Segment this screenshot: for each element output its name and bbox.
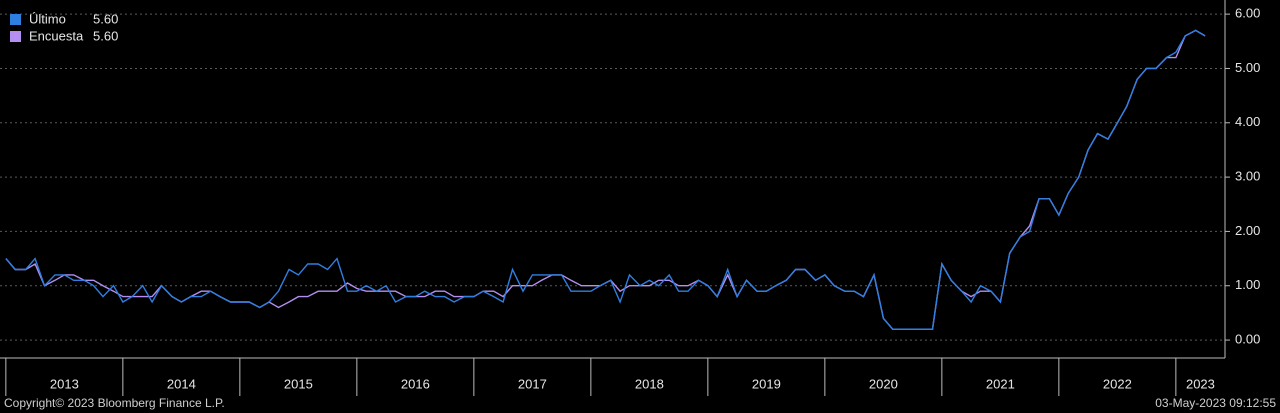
y-tick-label: 1.00 xyxy=(1235,277,1260,292)
y-tick-label: 0.00 xyxy=(1235,332,1260,347)
legend-swatch xyxy=(10,14,21,25)
x-tick-label: 2021 xyxy=(986,376,1015,391)
x-tick-label: 2013 xyxy=(50,376,79,391)
y-tick-label: 5.00 xyxy=(1235,60,1260,75)
legend-value: 5.60 xyxy=(93,11,118,26)
legend-value: 5.60 xyxy=(93,28,118,43)
x-tick-label: 2016 xyxy=(401,376,430,391)
x-tick-label: 2018 xyxy=(635,376,664,391)
copyright: Copyright© 2023 Bloomberg Finance L.P. xyxy=(4,396,225,410)
y-tick-label: 2.00 xyxy=(1235,223,1260,238)
legend-label: Último xyxy=(29,11,66,26)
series-line xyxy=(5,29,1206,330)
x-tick-label: 2017 xyxy=(518,376,547,391)
y-tick-label: 4.00 xyxy=(1235,114,1260,129)
x-tick-label: 2023 xyxy=(1186,376,1215,391)
x-tick-label: 2019 xyxy=(752,376,781,391)
y-tick-label: 3.00 xyxy=(1235,169,1260,184)
x-tick-label: 2014 xyxy=(167,376,196,391)
x-tick-label: 2022 xyxy=(1103,376,1132,391)
legend-swatch xyxy=(10,31,21,42)
timestamp: 03-May-2023 09:12:55 xyxy=(1155,396,1276,410)
x-tick-label: 2020 xyxy=(869,376,898,391)
legend-label: Encuesta xyxy=(29,28,84,43)
series-line xyxy=(5,29,1206,330)
x-tick-label: 2015 xyxy=(284,376,313,391)
y-tick-label: 6.00 xyxy=(1235,6,1260,21)
